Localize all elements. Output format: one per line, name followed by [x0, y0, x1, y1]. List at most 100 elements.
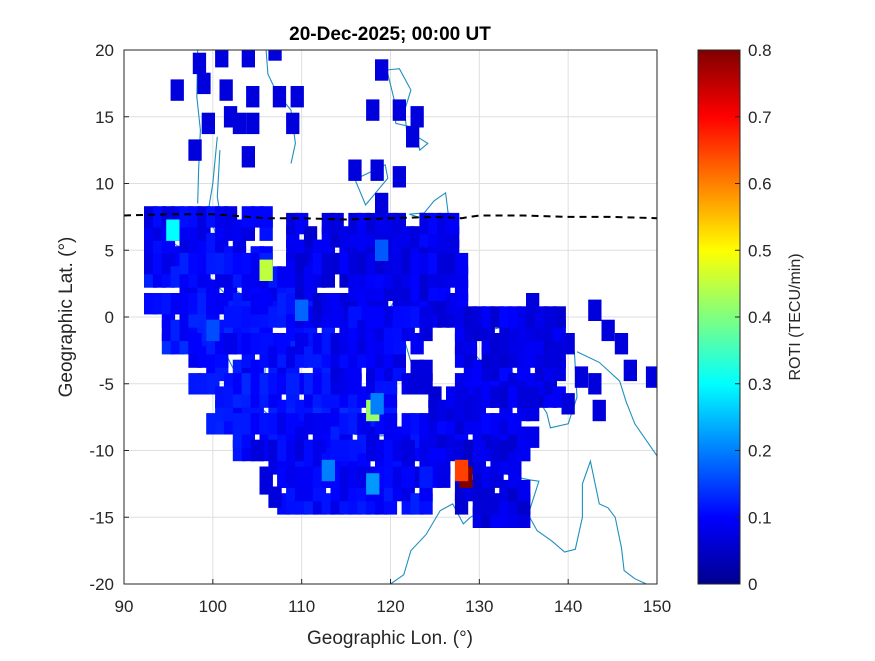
roti-cell	[219, 79, 233, 101]
roti-cell	[259, 206, 273, 228]
roti-cell	[370, 393, 384, 415]
colorbar-tick-label: 0.1	[748, 508, 772, 527]
coastline	[390, 503, 471, 584]
roti-cell	[370, 159, 384, 181]
roti-cell	[241, 50, 255, 68]
roti-cell	[472, 439, 486, 462]
roti-cell	[446, 212, 460, 235]
roti-cell	[197, 72, 211, 95]
roti-cell	[419, 359, 433, 382]
roti-cell	[188, 139, 202, 161]
coastline	[576, 351, 657, 457]
roti-cell	[259, 259, 273, 281]
roti-cell	[286, 373, 300, 395]
y-tick-label: 10	[95, 175, 114, 194]
roti-cell	[321, 459, 335, 482]
roti-cell	[614, 333, 629, 355]
roti-cell	[375, 192, 389, 215]
y-tick-label: 15	[95, 108, 114, 127]
colorbar-tick-label: 0.2	[748, 442, 772, 461]
colorbar-tick-label: 0.8	[748, 41, 772, 60]
x-tick-label: 100	[199, 597, 227, 616]
y-axis-ticks: 20 15 10 5 0 -5 -10 -15 -20	[89, 41, 129, 594]
colorbar	[697, 49, 741, 585]
roti-cell	[268, 486, 282, 508]
roti-cell	[290, 86, 304, 108]
x-tick-label: 150	[643, 597, 671, 616]
colorbar-tick-label: 0	[748, 575, 757, 594]
roti-cell	[561, 333, 575, 355]
x-tick-label: 130	[465, 597, 493, 616]
roti-cell	[592, 399, 606, 422]
roti-cell	[588, 373, 602, 395]
roti-cell	[170, 79, 184, 101]
y-tick-label: 0	[105, 308, 114, 327]
roti-cell	[241, 146, 255, 168]
roti-cell	[543, 306, 557, 328]
roti-cell	[454, 459, 469, 482]
roti-cell	[401, 439, 415, 462]
x-tick-label: 120	[376, 597, 404, 616]
roti-cell	[419, 466, 433, 488]
colorbar-tick-label: 0.5	[748, 241, 772, 260]
y-tick-label: -5	[99, 375, 114, 394]
roti-cell	[192, 52, 207, 75]
roti-cell	[348, 159, 362, 181]
y-tick-label: 5	[105, 241, 114, 260]
x-axis-ticks: 90 100 110 120 130 140 150	[115, 579, 671, 616]
roti-cell	[375, 59, 389, 81]
colorbar-label: ROTI (TECU/min)	[787, 253, 804, 380]
roti-cell	[645, 366, 657, 388]
roti-cell	[295, 299, 309, 321]
x-tick-label: 90	[115, 597, 134, 616]
roti-cells	[144, 50, 657, 528]
roti-cell	[574, 366, 589, 388]
y-tick-label: -15	[89, 508, 114, 527]
roti-cell	[366, 473, 380, 495]
roti-cell	[166, 219, 180, 241]
roti-cell	[392, 99, 406, 121]
roti-cell	[286, 112, 300, 135]
colorbar-tick-label: 0.7	[748, 108, 772, 127]
roti-cell	[392, 166, 406, 188]
chart-title: 20-Dec-2025; 00:00 UT	[289, 24, 491, 45]
roti-cell	[526, 386, 540, 408]
x-axis-label: Geographic Lon. (°)	[307, 628, 473, 649]
colorbar-ticks: 0 0.1 0.2 0.3 0.4 0.5 0.6 0.7 0.8	[735, 41, 772, 594]
roti-cell	[223, 333, 238, 355]
roti-cell	[375, 239, 389, 261]
x-tick-label: 140	[554, 597, 582, 616]
reference-dashed-line	[123, 213, 658, 221]
roti-cell	[366, 99, 380, 121]
roti-cell	[517, 479, 531, 502]
y-tick-label: -20	[89, 575, 114, 594]
roti-cell	[410, 106, 424, 128]
roti-cell	[246, 112, 260, 135]
roti-cell	[272, 86, 287, 108]
coastline	[196, 50, 201, 204]
roti-cell	[246, 86, 260, 108]
y-axis-label: Geographic Lat. (°)	[56, 237, 77, 398]
roti-cell	[623, 359, 637, 382]
roti-cell	[268, 50, 282, 61]
coastline	[656, 390, 657, 392]
colorbar-tick-label: 0.3	[748, 375, 772, 394]
roti-cell	[588, 299, 602, 321]
roti-cell	[601, 319, 615, 342]
roti-cell	[401, 466, 415, 488]
roti-cell	[454, 252, 469, 275]
roti-cell	[419, 306, 433, 328]
roti-cell	[406, 126, 420, 148]
colorbar-tick-label: 0.4	[748, 308, 772, 327]
y-tick-label: -10	[89, 442, 114, 461]
roti-cell	[201, 112, 215, 135]
roti-cell	[206, 319, 220, 342]
roti-cell	[561, 393, 575, 415]
roti-cell	[526, 293, 540, 315]
roti-cell	[250, 439, 264, 462]
roti-cell	[232, 112, 247, 135]
colorbar-tick-label: 0.6	[748, 175, 772, 194]
roti-cell	[215, 50, 229, 68]
